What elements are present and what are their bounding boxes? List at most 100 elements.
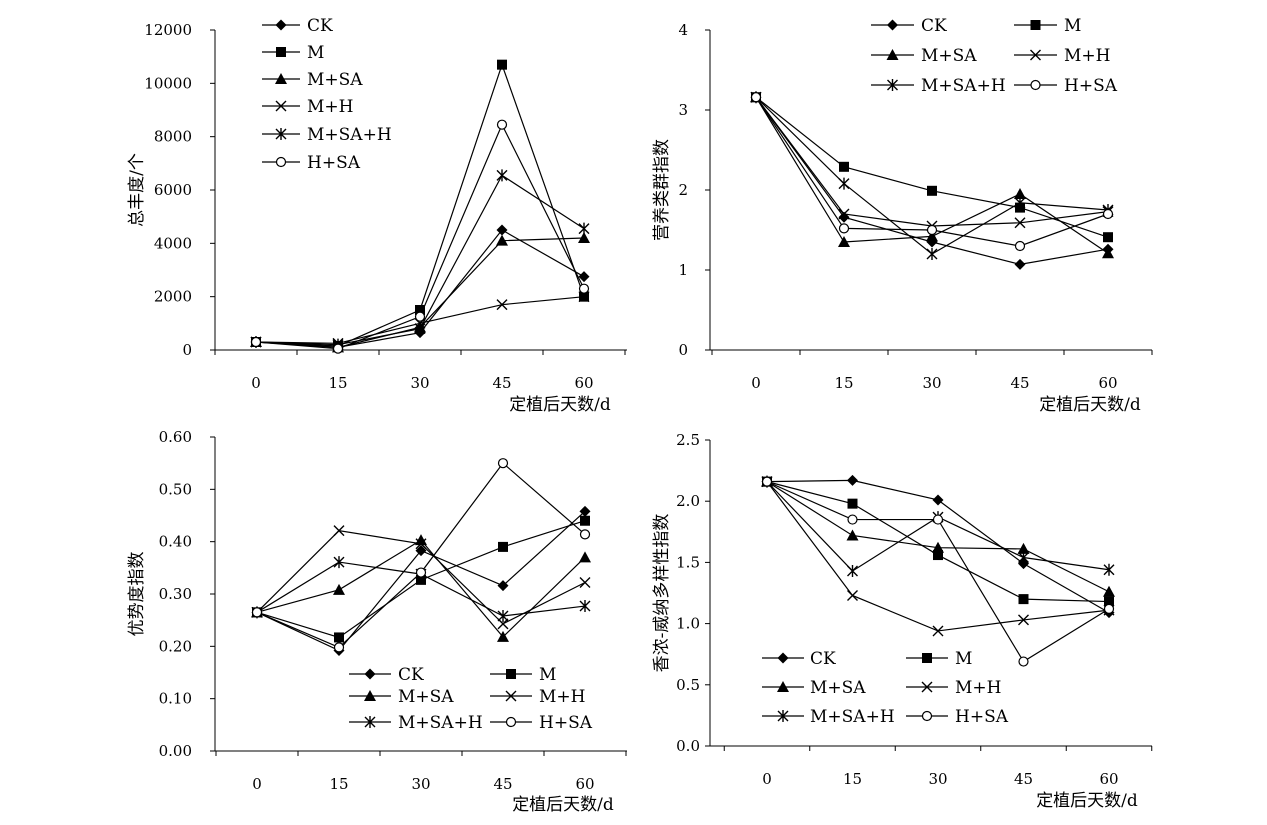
legend-item-ck: CK [349, 665, 424, 685]
legend-label: CK [810, 649, 836, 669]
legend-marker [1030, 49, 1041, 61]
x-tick-label: 60 [1099, 770, 1118, 788]
chart-panel-4: 0.0 0.5 1.0 1.5 2.0 2.5 0 15 30 45 60 定植后天数/d 香浓-威纳多… [652, 431, 1153, 811]
y-axis-title: 香浓-威纳多样性指数 [652, 514, 672, 673]
legend-label: M+H [955, 678, 1001, 698]
legend-item-m: M [1014, 16, 1081, 36]
data-point [496, 234, 508, 246]
y-tick-label: 0.40 [159, 533, 192, 551]
series-h-plus-sa [251, 458, 591, 653]
data-point [1102, 247, 1114, 259]
data-point [1014, 196, 1026, 209]
data-point [497, 630, 509, 642]
data-point [1018, 594, 1029, 605]
x-tick-label: 15 [328, 374, 347, 392]
legend-item-m-plus-sa: M+SA [262, 70, 363, 90]
y-tick-label: 0.30 [159, 585, 192, 603]
y-tick-label: 0.5 [676, 676, 700, 694]
data-point [846, 529, 859, 541]
data-point [580, 515, 590, 526]
y-tick-label: 12000 [144, 21, 192, 39]
data-point [497, 458, 509, 469]
data-point [250, 336, 262, 348]
series-ck [750, 91, 1114, 270]
legend-marker [275, 19, 287, 31]
legend-label: M [955, 649, 972, 669]
legend-label: M+SA [810, 678, 866, 698]
x-tick-label: 0 [251, 374, 261, 392]
legend-marker [275, 128, 287, 140]
data-point [578, 291, 590, 303]
x-tick-label: 30 [411, 775, 430, 793]
legend-item-m-plus-h: M+H [262, 97, 353, 117]
data-point [496, 119, 508, 130]
x-tick-label: 45 [1010, 374, 1029, 392]
data-point [251, 607, 263, 618]
x-axis-title: 定植后天数/d [509, 395, 611, 415]
y-tick-label: 4000 [154, 234, 192, 252]
y-tick-label: 2.5 [676, 431, 700, 449]
data-point [579, 529, 591, 540]
legend-label: M [307, 43, 324, 63]
legend-item-m: M [490, 665, 556, 685]
data-point [497, 580, 509, 592]
x-axis-title: 定植后天数/d [1036, 791, 1138, 811]
data-point [415, 305, 425, 315]
legend-item-ck: CK [871, 16, 947, 36]
series-m-plus-sa-plus-h [251, 556, 591, 622]
series-m [251, 59, 589, 351]
series-line [766, 481, 1110, 663]
data-point [579, 551, 591, 563]
series-line [255, 62, 585, 347]
data-point [838, 236, 850, 247]
x-tick-label: 15 [834, 374, 853, 392]
data-point [497, 609, 509, 622]
data-point [847, 514, 858, 525]
data-point [333, 556, 345, 569]
data-point [847, 474, 858, 486]
y-tick-label: 0.00 [159, 742, 192, 760]
data-point [1018, 551, 1029, 564]
legend-item-m-plus-sa-plus-h: M+SA+H [349, 713, 483, 733]
y-tick-label: 0.20 [159, 637, 192, 655]
x-tick-label: 30 [922, 374, 941, 392]
data-point [578, 283, 590, 294]
legend-label: M+H [1064, 46, 1110, 66]
data-point [497, 618, 509, 630]
x-tick-label: 45 [493, 775, 512, 793]
legend-item-m-plus-h: M+H [1014, 46, 1110, 66]
legend-marker [275, 73, 287, 84]
legend-label: M+SA+H [307, 125, 392, 145]
data-point [496, 169, 508, 182]
legend-marker [275, 100, 287, 112]
legend-marker [276, 47, 286, 57]
legend-label: M+H [539, 687, 585, 707]
data-point [1103, 603, 1115, 615]
legend-marker [921, 681, 933, 693]
legend-label: CK [398, 665, 424, 685]
x-tick-label: 45 [1014, 770, 1033, 788]
data-point [847, 589, 858, 601]
legend-label: H+SA [1064, 76, 1118, 96]
data-point [1014, 188, 1026, 199]
x-tick-label: 45 [492, 374, 511, 392]
legend-item-m-plus-sa-plus-h: M+SA+H [871, 76, 1006, 96]
data-point [838, 223, 850, 234]
legend-marker [921, 710, 933, 722]
y-tick-label: 0.10 [159, 690, 192, 708]
legend-item-m-plus-h: M+H [490, 687, 585, 707]
data-point [1014, 258, 1026, 270]
chart-panel-2: 0 1 2 3 4 0 15 30 45 60 定植后天数/d 营养类群指数 CK M M+SA M+H M+S… [652, 16, 1153, 415]
data-point [1017, 542, 1030, 554]
y-tick-label: 0.0 [676, 737, 700, 755]
y-tick-label: 6000 [154, 181, 192, 199]
data-point [932, 514, 944, 525]
legend-label: CK [307, 16, 333, 36]
legend-item-h-plus-sa: H+SA [906, 707, 1009, 727]
legend-item-ck: CK [262, 16, 333, 36]
x-axis-title: 定植后天数/d [512, 795, 614, 815]
data-point [1102, 208, 1114, 220]
data-point [496, 299, 508, 311]
data-point [932, 494, 944, 506]
